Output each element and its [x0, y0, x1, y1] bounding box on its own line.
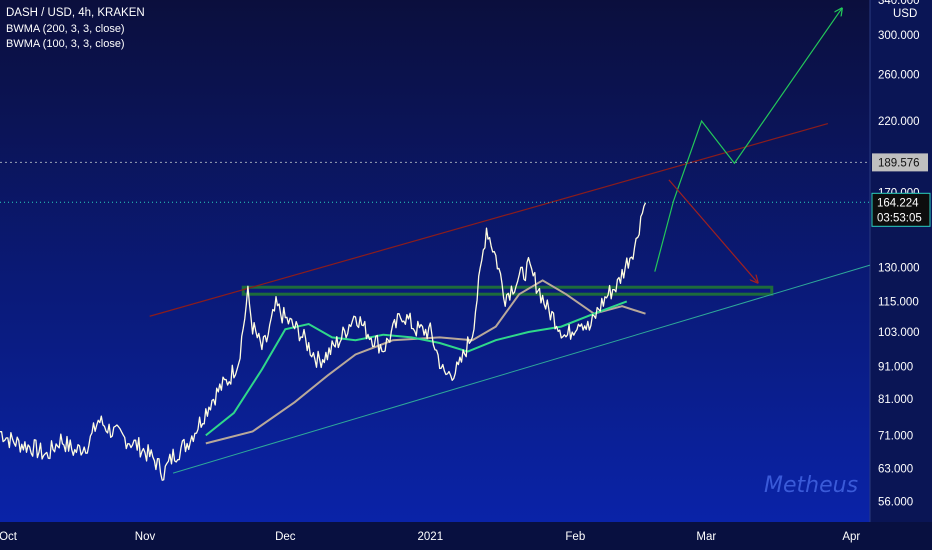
indicator-bwma-100-legend[interactable]: BWMA (100, 3, 3, close) [6, 38, 125, 50]
support-trendline [172, 264, 871, 474]
price-tick-label: 115.000 [878, 296, 919, 308]
price-tick-label: 81.000 [878, 394, 913, 406]
price-axis[interactable]: 340.000300.000260.000220.000170.000130.0… [878, 0, 920, 508]
last-price-box [871, 192, 931, 227]
time-tick-label: Oct [0, 531, 18, 543]
price-tick-label: 56.000 [878, 496, 913, 508]
time-tick-label: Dec [275, 531, 296, 543]
time-tick-label: Mar [696, 531, 716, 543]
price-tick-label: 340.000 [878, 0, 920, 7]
time-tick-label: 2021 [418, 531, 444, 543]
time-tick-label: Nov [135, 531, 156, 543]
price-labels: 189.576 164.224 03:53:05 [871, 153, 931, 227]
time-tick-label: Feb [565, 531, 585, 543]
bwma-200-line [205, 279, 646, 445]
time-axis[interactable]: Oct Nov Dec 2021 Feb Mar Apr [0, 531, 860, 543]
horizontal-level-label: 189.576 [878, 157, 920, 169]
price-axis-panel [870, 0, 932, 522]
time-tick-label: Apr [842, 531, 860, 543]
watermark: Metheus [764, 473, 859, 498]
series-layer [0, 202, 647, 481]
price-tick-label: 220.000 [878, 116, 920, 128]
bwma-100-line [205, 300, 628, 437]
countdown-label: 03:53:05 [877, 212, 922, 224]
symbol-title[interactable]: DASH / USD, 4h, KRAKEN [6, 7, 145, 19]
last-price-label: 164.224 [877, 197, 919, 209]
time-axis-panel [0, 522, 932, 550]
currency-label: USD [893, 8, 917, 20]
price-tick-label: 130.000 [878, 262, 920, 274]
price-tick-label: 300.000 [878, 30, 920, 42]
price-tick-label: 91.000 [878, 361, 913, 373]
bullish-projection-arrow [654, 8, 842, 272]
price-tick-label: 260.000 [878, 70, 920, 82]
price-tick-label: 63.000 [878, 464, 913, 476]
price-line [0, 202, 647, 481]
plot-background [0, 0, 870, 522]
price-tick-label: 71.000 [878, 430, 913, 442]
price-tick-label: 103.000 [878, 327, 920, 339]
resistance-trendline [149, 122, 829, 317]
indicator-bwma-200-legend[interactable]: BWMA (200, 3, 3, close) [6, 23, 125, 35]
horizontal-level-box [872, 153, 928, 172]
bearish-projection-arrow [668, 179, 758, 283]
